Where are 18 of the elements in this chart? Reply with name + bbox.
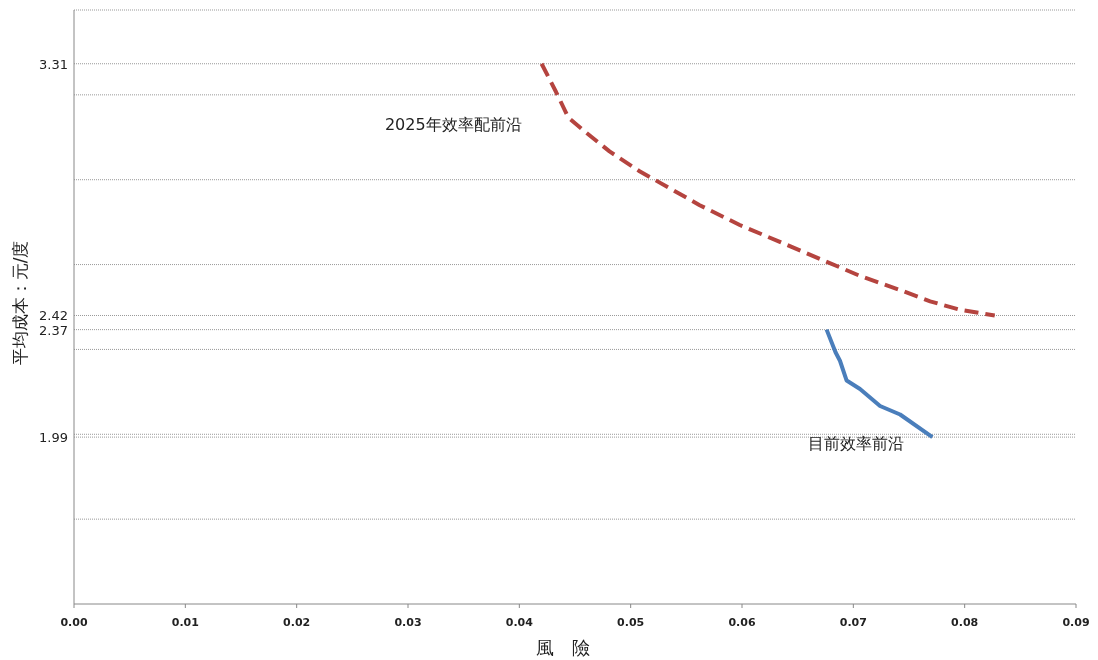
text: 2025年效率配前沿	[384, 114, 522, 134]
series-label: 目前效率前沿	[808, 434, 905, 454]
x-tick-label: 0.08	[951, 616, 979, 629]
x-tick-label: 0.05	[617, 616, 645, 629]
x-axis-title: 風 險	[536, 637, 590, 658]
x-tick-label: 0.01	[171, 616, 199, 629]
x-tick-label: 0.06	[728, 616, 756, 629]
y-axis-title: 平均成本：元/度	[10, 240, 30, 366]
x-tick-label: 0.02	[283, 616, 311, 629]
x-tick-label: 0.09	[1062, 616, 1090, 629]
y-tick-label: 2.42	[39, 308, 68, 324]
y-tick-label: 2.37	[39, 322, 68, 338]
x-tick-label: 0.04	[505, 616, 534, 629]
x-tick-label: 0.07	[839, 616, 867, 629]
y-tick-label: 3.31	[39, 56, 68, 72]
y-tick-label: 1.99	[39, 430, 68, 446]
x-tick-label: 0.03	[394, 616, 422, 629]
x-tick-label: 0.00	[60, 616, 88, 629]
